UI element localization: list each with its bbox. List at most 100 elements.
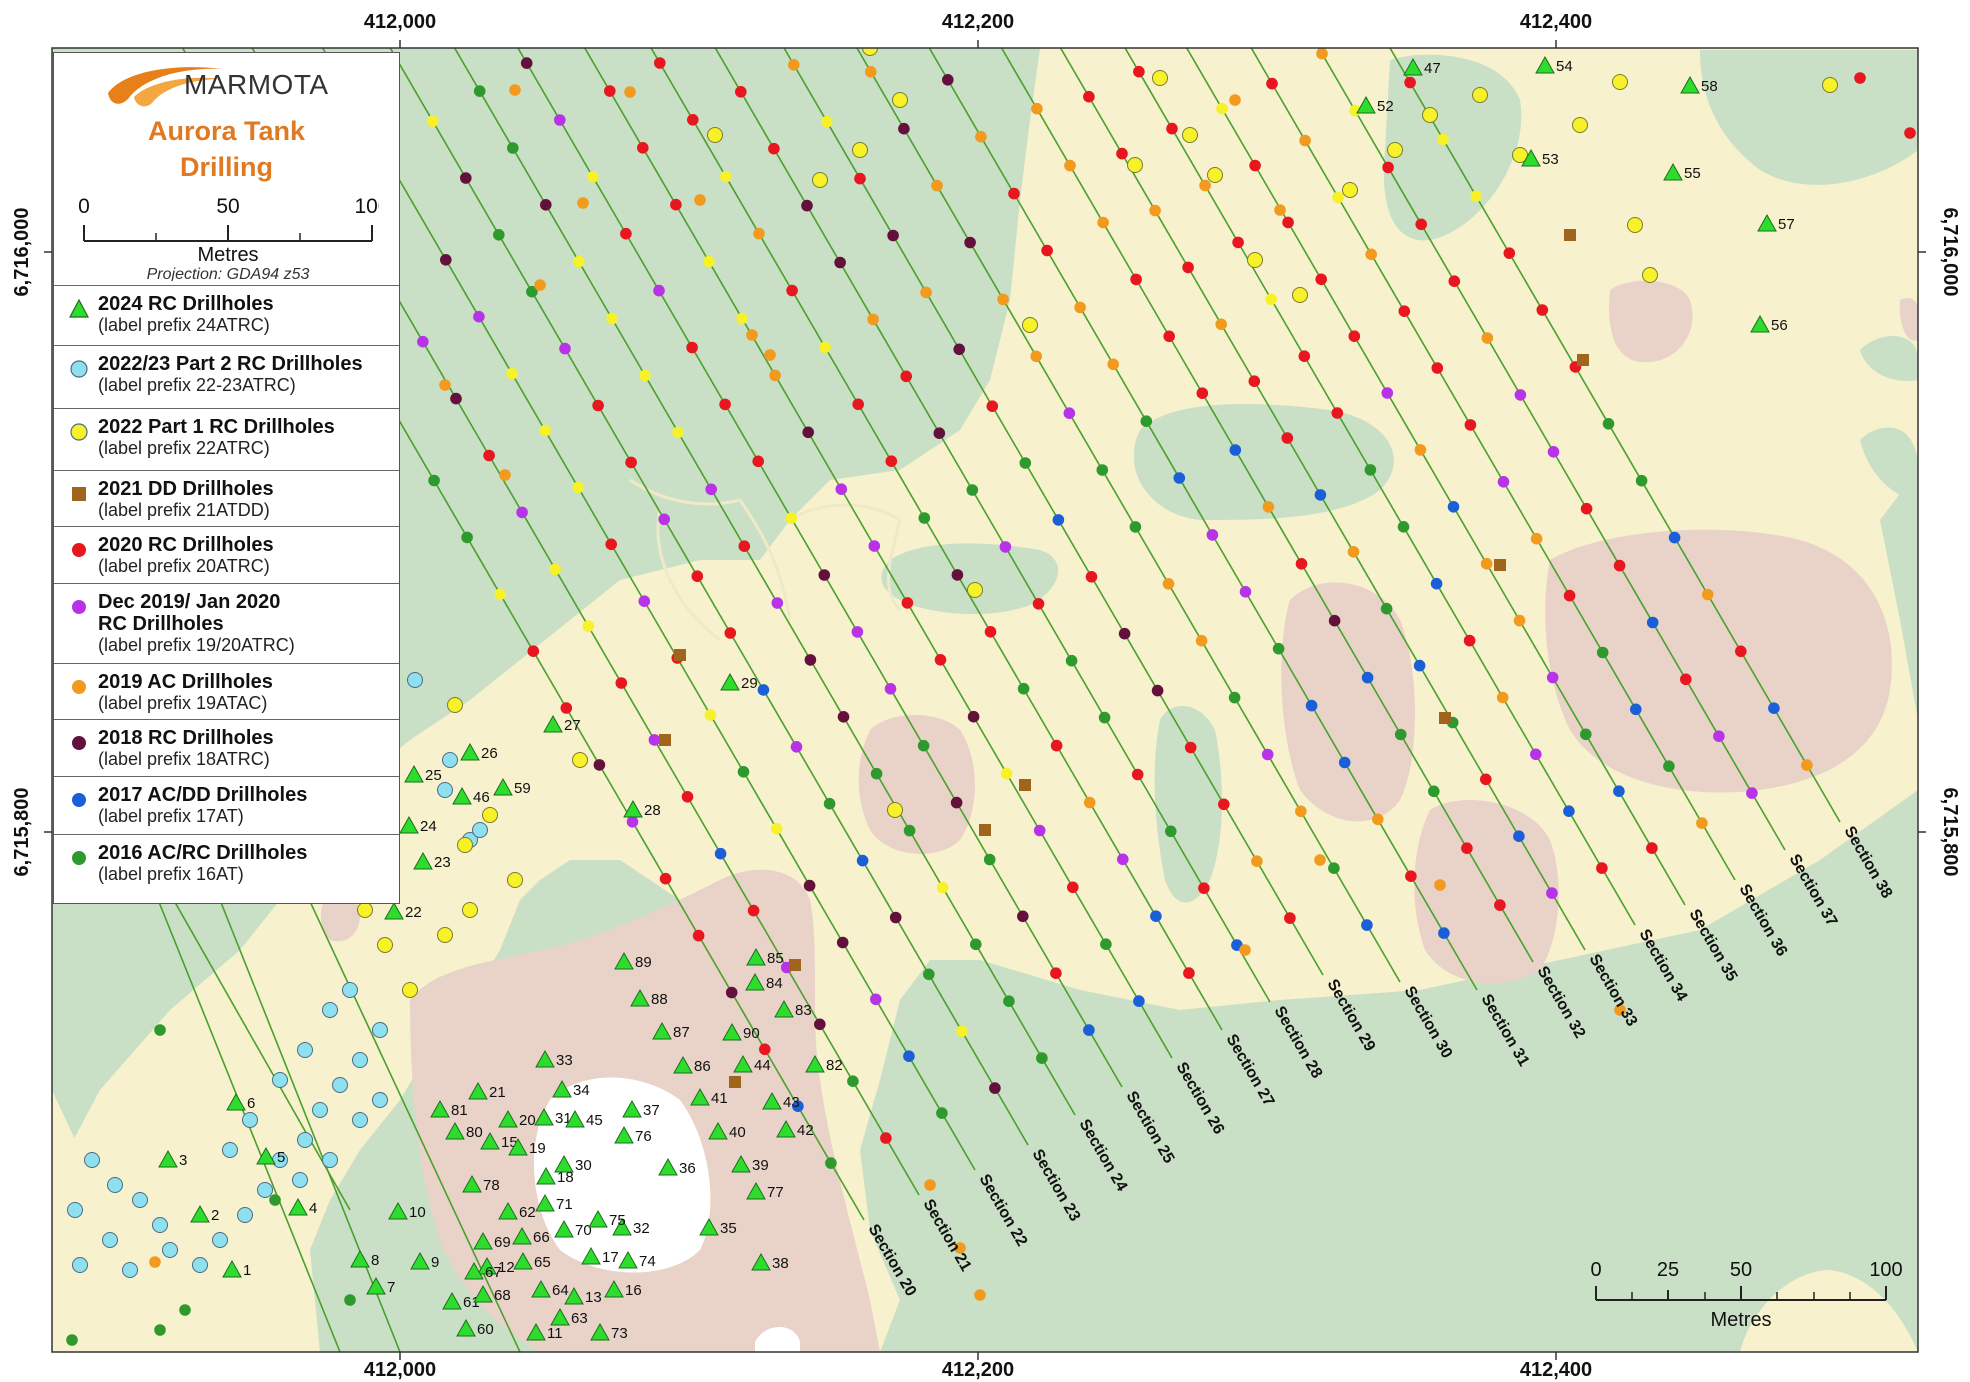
triangle-2024-icon: [604, 1279, 624, 1298]
drillhole-dot: [1265, 293, 1277, 306]
drillhole-dot: [1133, 995, 1145, 1007]
drillhole-2021-dd: [1494, 559, 1506, 571]
section-lines: [59, 48, 1841, 1352]
drillhole-label: 75: [609, 1212, 626, 1229]
drillhole-dot: [720, 170, 732, 183]
drillhole-dot: [1447, 501, 1460, 513]
drillhole-dot: [1431, 362, 1444, 374]
legend-scale-0: 0: [78, 195, 90, 218]
drillhole-2022-p1: [862, 48, 878, 56]
drillhole-2022-23: [242, 1112, 258, 1128]
triangle-2024-icon: [350, 1249, 370, 1268]
drillhole-dot: [1461, 842, 1473, 854]
drillhole-dot: [1107, 358, 1119, 371]
drillhole-2022-23: [352, 1112, 368, 1128]
triangle-2024-icon: [690, 1087, 710, 1106]
drillhole-dot: [1314, 489, 1327, 501]
triangle-2024-icon: [498, 1201, 518, 1220]
triangle-2024-icon: [1535, 55, 1555, 74]
triangle-2024-icon: [512, 1226, 532, 1245]
drillhole-dot: [648, 734, 661, 746]
logo-text: MARMOTA: [184, 69, 329, 100]
drillhole-2019-ac: [439, 379, 451, 391]
drillhole-dot: [626, 816, 639, 828]
drillhole-2021-dd: [659, 734, 671, 746]
triangle-2024-icon: [614, 1125, 634, 1144]
legend-item-subtitle: (label prefix 19/20ATRC): [98, 635, 295, 655]
drillhole-dot: [1000, 767, 1013, 780]
green-island-5: [1700, 50, 1918, 185]
drillhole-dot: [691, 570, 704, 582]
drillhole-dot: [1503, 247, 1516, 259]
drillhole-2022-p1: [1152, 70, 1168, 86]
triangle-2024-icon: [452, 786, 472, 805]
drillhole-dot: [473, 310, 485, 323]
drillhole-dot: [931, 179, 943, 192]
drillhole-2016: [154, 1024, 166, 1036]
drillhole-dot: [1033, 824, 1046, 837]
drillhole-label: 90: [743, 1025, 760, 1042]
drillhole-label: 34: [573, 1082, 590, 1099]
drillhole-2019-ac: [1229, 94, 1241, 106]
drillhole-2019-ac: [924, 1179, 936, 1191]
drillhole-label: 63: [571, 1310, 588, 1327]
drillhole-dot: [1196, 387, 1209, 400]
triangle-2024-icon: [1750, 314, 1770, 333]
drillhole-dot: [880, 1132, 892, 1144]
legend-symbol-triangle-icon: [69, 298, 89, 318]
triangle-2024-icon: [708, 1121, 728, 1140]
drillhole-dot: [1215, 318, 1227, 331]
drillhole-2019-ac: [1314, 854, 1326, 866]
drillhole-dot: [654, 57, 666, 69]
legend-item-title: 2016 AC/RC Drillholes: [98, 842, 308, 864]
drillhole-2019-ac: [1274, 204, 1286, 216]
triangle-2024-icon: [460, 742, 480, 761]
drillhole-dot: [870, 767, 883, 780]
drillhole-dot: [705, 483, 717, 496]
drillhole-dot: [1282, 216, 1294, 229]
drillhole-dot: [1613, 785, 1625, 797]
drillhole-dot: [801, 199, 813, 212]
drillhole-2022-p1: [437, 927, 453, 943]
drillhole-dot: [1199, 179, 1211, 192]
drillhole-label: 19: [529, 1140, 546, 1157]
drillhole-dot: [1031, 102, 1043, 115]
drillhole-2022-23: [407, 672, 423, 688]
drillhole-dot: [1413, 659, 1426, 672]
drillhole-dot: [870, 993, 882, 1006]
drillhole-2022-23: [372, 1022, 388, 1038]
drillhole-dot: [1361, 671, 1374, 684]
drillhole-dot: [1030, 350, 1042, 363]
easting-top-3: 412,400: [1520, 11, 1592, 33]
drillhole-2022-p1: [1627, 217, 1643, 233]
drillhole-2022-23: [84, 1152, 100, 1168]
drillhole-dot: [692, 929, 705, 942]
drillhole-dot: [975, 130, 987, 143]
drillhole-dot: [736, 312, 748, 325]
drillhole-dot: [1305, 699, 1318, 712]
drillhole-dot: [752, 455, 764, 468]
triangle-2024-icon: [746, 947, 766, 966]
easting-top-1: 412,000: [364, 11, 436, 33]
drillhole-dot: [792, 1100, 804, 1112]
drillhole-2022-p1: [1612, 74, 1628, 90]
section-line: [1185, 48, 1686, 906]
drillhole-dot: [620, 227, 632, 240]
drillhole-2022-23: [102, 1232, 118, 1248]
drillhole-label: 37: [643, 1102, 660, 1119]
triangle-2024-icon: [805, 1054, 825, 1073]
pink-zone-south-circle: [755, 1327, 800, 1352]
drillhole-label: 7: [387, 1279, 395, 1296]
drillhole-label: 20: [519, 1112, 536, 1129]
drillhole-dot: [1696, 817, 1708, 829]
drillhole-dot: [725, 986, 738, 999]
drillhole-dot: [753, 227, 765, 240]
drillhole-dot: [1348, 330, 1361, 343]
legend-item-1: 2024 RC Drillholes (label prefix 24ATRC): [54, 286, 399, 346]
drillhole-dot: [1397, 521, 1410, 533]
legend-item-subtitle: (label prefix 18ATRC): [98, 749, 270, 769]
triangle-2024-icon: [413, 851, 433, 870]
drillhole-label: 26: [481, 745, 498, 762]
drillhole-dot: [572, 481, 584, 494]
map-frame: [51, 47, 1919, 1353]
